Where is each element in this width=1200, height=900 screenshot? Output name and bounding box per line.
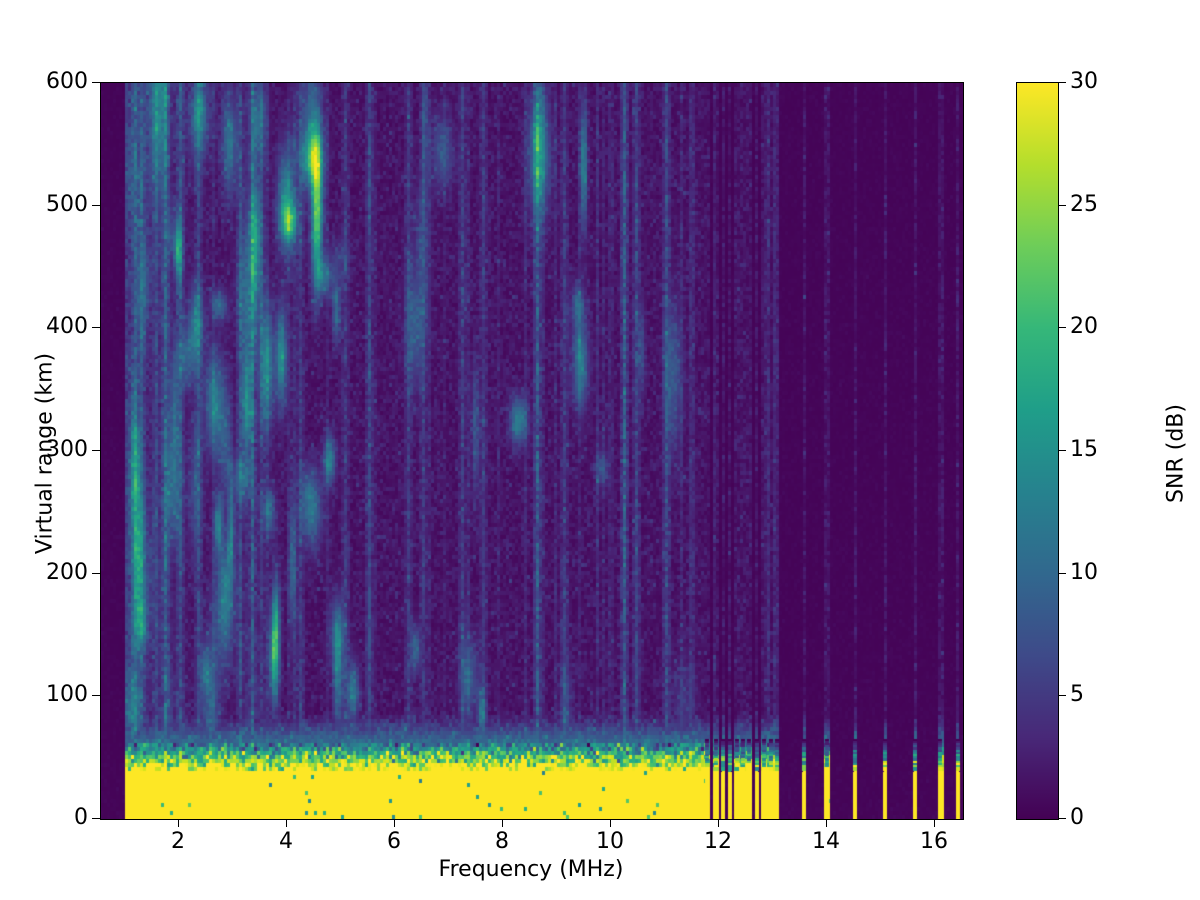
x-axis-label: Frequency (MHz): [438, 857, 624, 882]
x-tick-label-8: 8: [495, 829, 509, 854]
colorbar-gradient: [1017, 83, 1058, 819]
colorbar-tick-20: [1059, 327, 1066, 329]
y-tick-100: [92, 695, 100, 697]
x-tick-16: [934, 819, 935, 827]
colorbar-tick-25: [1059, 204, 1066, 206]
colorbar-tick-label-20: 20: [1070, 314, 1098, 340]
x-tick-label-12: 12: [704, 829, 732, 854]
colorbar-tick-0: [1059, 818, 1066, 819]
colorbar-tick-label-15: 15: [1070, 437, 1098, 462]
x-tick-label-16: 16: [920, 829, 948, 854]
y-tick-label-500: 500: [46, 191, 88, 217]
colorbar-tick-label-25: 25: [1070, 191, 1098, 217]
y-tick-label-400: 400: [46, 314, 88, 340]
x-tick-10: [610, 819, 611, 827]
x-tick-14: [826, 819, 827, 827]
colorbar-tick-label-0: 0: [1070, 805, 1084, 830]
y-tick-0: [92, 818, 100, 819]
colorbar-tick-label-5: 5: [1070, 682, 1084, 708]
y-tick-label-0: 0: [74, 805, 88, 830]
y-tick-300: [92, 450, 100, 451]
x-tick-2: [178, 819, 179, 827]
ionogram-heatmap-canvas: [101, 83, 963, 819]
x-tick-label-14: 14: [812, 829, 840, 854]
x-tick-12: [718, 819, 719, 827]
y-tick-label-300: 300: [46, 437, 88, 462]
x-tick-label-4: 4: [279, 829, 293, 854]
colorbar-label: SNR (dB): [1163, 404, 1189, 503]
colorbar-tick-label-10: 10: [1070, 559, 1098, 585]
colorbar-tick-label-30: 30: [1070, 69, 1098, 94]
y-tick-label-200: 200: [46, 559, 88, 585]
x-tick-8: [502, 819, 503, 827]
colorbar-tick-5: [1059, 695, 1066, 697]
colorbar-tick-30: [1059, 82, 1066, 83]
colorbar: [1016, 82, 1059, 820]
x-tick-4: [286, 819, 287, 827]
x-tick-6: [394, 819, 395, 827]
x-tick-label-2: 2: [171, 829, 185, 854]
y-tick-200: [92, 572, 100, 574]
x-tick-label-6: 6: [387, 829, 401, 854]
y-tick-label-100: 100: [46, 682, 88, 708]
y-tick-600: [92, 82, 100, 83]
colorbar-tick-10: [1059, 572, 1066, 574]
plot-area: [100, 82, 964, 820]
x-tick-label-10: 10: [596, 829, 624, 854]
y-tick-400: [92, 327, 100, 329]
colorbar-tick-15: [1059, 450, 1066, 451]
y-tick-label-600: 600: [46, 69, 88, 94]
y-tick-500: [92, 204, 100, 206]
